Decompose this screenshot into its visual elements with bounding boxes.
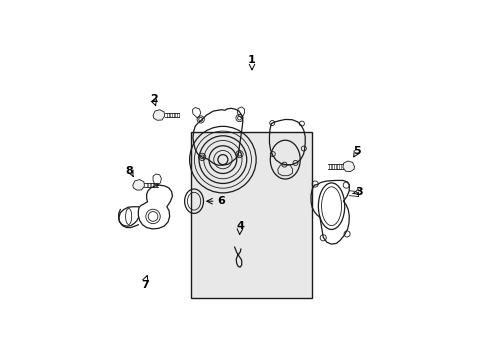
Text: 5: 5 — [353, 146, 361, 156]
Text: 8: 8 — [125, 166, 133, 176]
Polygon shape — [153, 110, 164, 120]
Text: 4: 4 — [236, 221, 244, 231]
Text: 7: 7 — [141, 280, 148, 290]
Text: 6: 6 — [217, 196, 225, 206]
Text: 3: 3 — [354, 187, 362, 197]
Bar — [191, 132, 311, 298]
Text: 1: 1 — [247, 55, 255, 65]
Polygon shape — [133, 180, 144, 190]
Polygon shape — [342, 161, 354, 172]
Text: 2: 2 — [149, 94, 157, 104]
